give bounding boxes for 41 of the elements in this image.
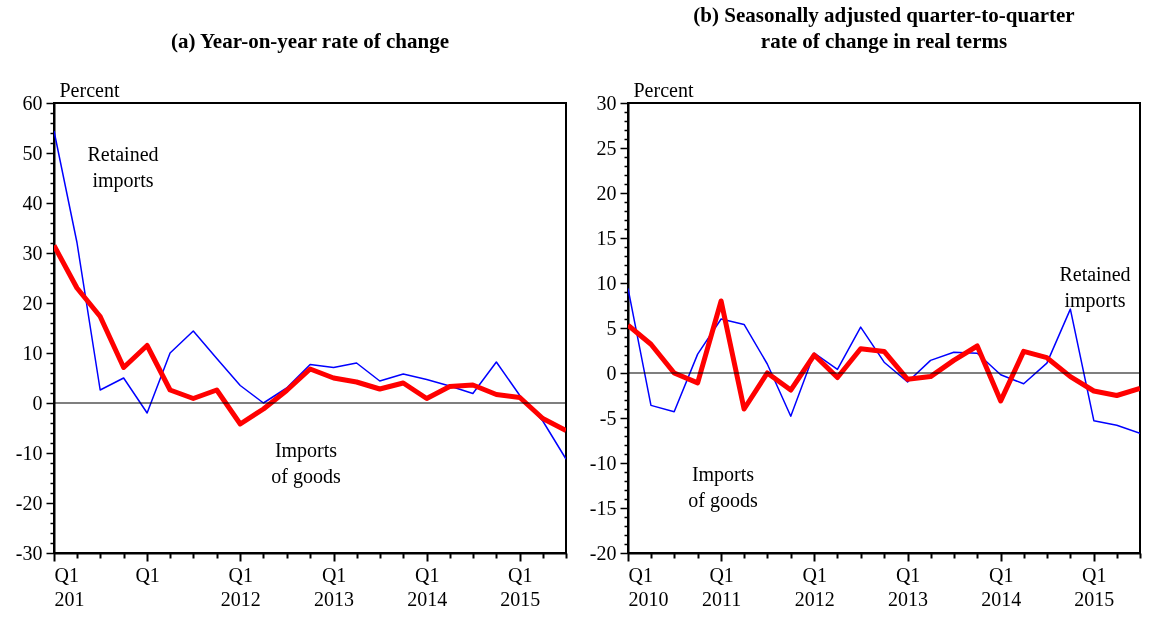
- y-tick-label: -30: [15, 541, 43, 564]
- x-tick-label: Q1 2014: [981, 563, 1022, 610]
- x-tick-label: Q1 2013: [888, 563, 929, 610]
- y-tick-label: 10: [22, 341, 43, 364]
- y-axis-title: Percent: [59, 78, 120, 101]
- x-tick-label: Q1 2015: [500, 563, 541, 610]
- series-label: Retained imports: [1059, 263, 1131, 312]
- x-tick-label: Q1: [135, 563, 160, 586]
- y-tick-label: 20: [22, 291, 43, 314]
- y-tick-label: 30: [22, 241, 43, 264]
- y-tick-label: 15: [596, 226, 617, 249]
- x-tick-label: Q1 2012: [794, 563, 835, 610]
- y-tick-label: -5: [599, 406, 617, 429]
- y-tick-label: 60: [22, 91, 43, 114]
- x-tick-label: Q1 2014: [407, 563, 448, 610]
- y-tick-label: 20: [596, 181, 617, 204]
- x-tick-label: Q1 2011: [701, 563, 742, 610]
- y-tick-label: 10: [596, 271, 617, 294]
- x-tick-label: Q1 2010: [628, 563, 669, 610]
- y-tick-label: -20: [15, 491, 43, 514]
- y-tick-label: 0: [32, 391, 43, 414]
- series-label: Retained imports: [87, 143, 159, 192]
- y-axis-title: Percent: [633, 78, 694, 101]
- y-tick-label: 40: [22, 191, 43, 214]
- series-label: Imports of goods: [271, 439, 341, 488]
- y-tick-label: -10: [589, 451, 617, 474]
- chart-title: (b) Seasonally adjusted quarter-to-quarter rate of change in real terms: [693, 3, 1075, 53]
- y-tick-label: -20: [589, 541, 617, 564]
- x-tick-label: Q1 2012: [220, 563, 261, 610]
- y-tick-label: 25: [596, 136, 617, 159]
- y-tick-label: -10: [15, 441, 43, 464]
- y-tick-label: 5: [606, 316, 617, 339]
- chart-title: (a) Year-on-year rate of change: [171, 29, 449, 53]
- y-tick-label: -15: [589, 496, 617, 519]
- y-tick-label: 50: [22, 141, 43, 164]
- x-tick-label: Q1 2013: [314, 563, 355, 610]
- x-tick-label: Q1 2015: [1074, 563, 1115, 610]
- x-tick-label: Q1 201: [54, 563, 85, 610]
- text: Imports of goods: [688, 463, 758, 512]
- y-tick-label: 0: [606, 361, 617, 384]
- y-tick-label: 30: [596, 91, 617, 114]
